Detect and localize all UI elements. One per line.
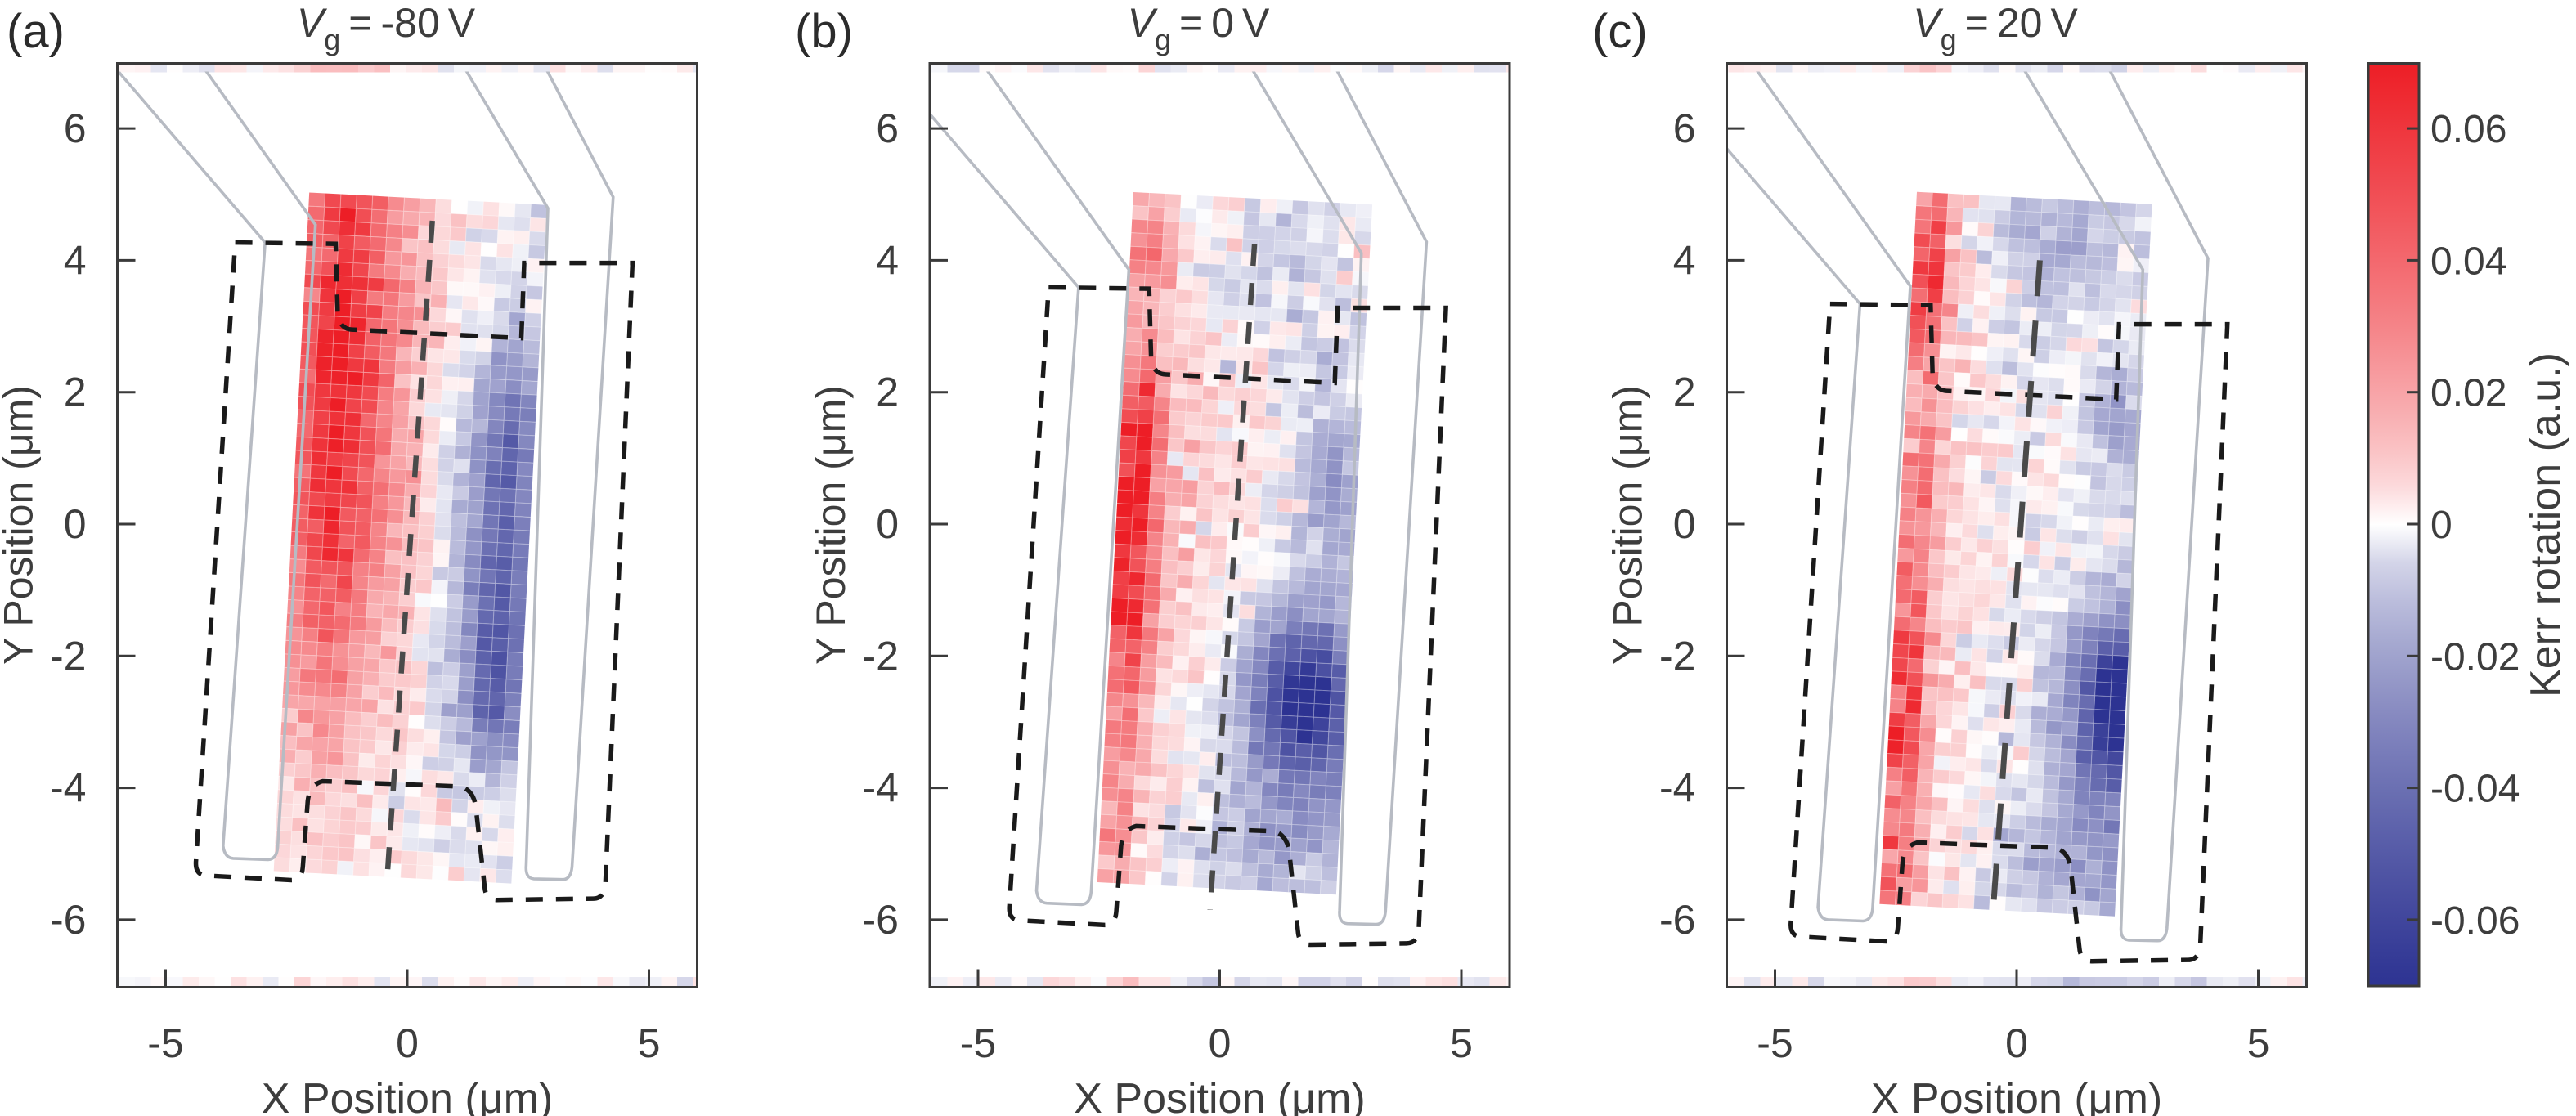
svg-text:-0.06: -0.06 xyxy=(2430,899,2520,943)
svg-text:0: 0 xyxy=(2005,1020,2028,1066)
svg-text:-5: -5 xyxy=(1757,1020,1793,1066)
svg-text:X Position (μm): X Position (μm) xyxy=(1074,1075,1365,1116)
svg-text:X Position (μm): X Position (μm) xyxy=(262,1075,553,1116)
svg-text:0: 0 xyxy=(64,501,87,547)
svg-text:0: 0 xyxy=(876,501,899,547)
svg-text:Y Position (μm): Y Position (μm) xyxy=(808,385,854,665)
svg-text:Kerr rotation (a.u.): Kerr rotation (a.u.) xyxy=(2522,352,2569,697)
svg-text:-4: -4 xyxy=(863,765,899,811)
svg-text:4: 4 xyxy=(64,237,87,283)
svg-text:-4: -4 xyxy=(1659,765,1695,811)
svg-text:2: 2 xyxy=(64,370,87,415)
svg-text:5: 5 xyxy=(638,1020,661,1066)
svg-text:(a): (a) xyxy=(7,5,65,58)
svg-text:6: 6 xyxy=(64,105,87,151)
svg-text:6: 6 xyxy=(1673,105,1696,151)
svg-text:-5: -5 xyxy=(147,1020,183,1066)
svg-text:Vg = 0 V: Vg = 0 V xyxy=(1128,0,1270,56)
svg-text:2: 2 xyxy=(1673,370,1696,415)
svg-text:5: 5 xyxy=(2247,1020,2270,1066)
svg-text:0.02: 0.02 xyxy=(2430,372,2506,415)
svg-text:-0.02: -0.02 xyxy=(2430,635,2520,679)
svg-text:0.06: 0.06 xyxy=(2430,108,2506,151)
svg-text:-2: -2 xyxy=(863,633,899,679)
svg-text:0: 0 xyxy=(396,1020,419,1066)
svg-text:Vg = 20 V: Vg = 20 V xyxy=(1913,0,2078,56)
svg-text:5: 5 xyxy=(1450,1020,1473,1066)
svg-text:0: 0 xyxy=(1209,1020,1232,1066)
svg-text:(b): (b) xyxy=(795,5,853,58)
svg-text:-6: -6 xyxy=(1659,897,1695,943)
svg-text:0: 0 xyxy=(1673,501,1696,547)
svg-text:(c): (c) xyxy=(1592,5,1648,58)
svg-text:0: 0 xyxy=(2430,504,2453,547)
svg-text:6: 6 xyxy=(876,105,899,151)
svg-text:-5: -5 xyxy=(960,1020,996,1066)
svg-text:Y Position (μm): Y Position (μm) xyxy=(0,385,42,665)
svg-text:-2: -2 xyxy=(50,633,86,679)
svg-text:-2: -2 xyxy=(1659,633,1695,679)
svg-text:X Position (μm): X Position (μm) xyxy=(1871,1075,2162,1116)
svg-text:4: 4 xyxy=(876,237,899,283)
svg-text:-0.04: -0.04 xyxy=(2430,768,2520,811)
svg-text:Vg = -80 V: Vg = -80 V xyxy=(297,0,476,56)
svg-text:-6: -6 xyxy=(863,897,899,943)
svg-text:Y Position (μm): Y Position (μm) xyxy=(1605,385,1651,665)
svg-text:2: 2 xyxy=(876,370,899,415)
svg-text:4: 4 xyxy=(1673,237,1696,283)
svg-text:-4: -4 xyxy=(50,765,86,811)
svg-text:-6: -6 xyxy=(50,897,86,943)
svg-text:0.04: 0.04 xyxy=(2430,240,2506,283)
